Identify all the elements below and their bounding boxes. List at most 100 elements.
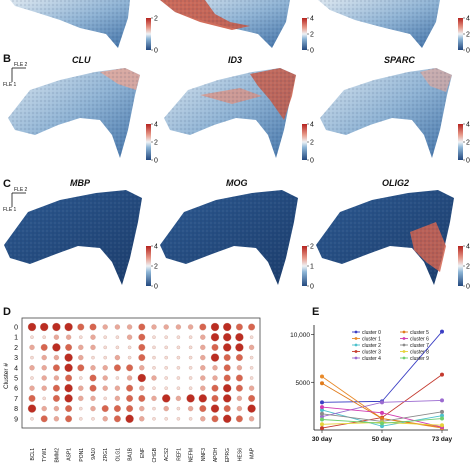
dot-mark bbox=[152, 335, 156, 339]
dot-mark bbox=[138, 323, 146, 331]
x-tick-label: 30 day bbox=[312, 436, 333, 443]
dot-mark bbox=[126, 334, 133, 340]
fle-y-label-c: FLE 1 bbox=[3, 207, 17, 213]
gene-column-label: ZRG1 bbox=[103, 448, 109, 462]
dot-mark bbox=[139, 385, 145, 391]
dot-mark bbox=[223, 374, 231, 382]
dot-mark bbox=[139, 365, 145, 371]
dot-mark bbox=[188, 376, 193, 380]
dot-mark bbox=[198, 394, 207, 403]
gene-column-label: TYW1 bbox=[42, 448, 48, 462]
legend-label: cluster 2 bbox=[362, 343, 381, 349]
legend-marker bbox=[402, 343, 406, 347]
legend-marker bbox=[354, 343, 358, 347]
dot-mark bbox=[212, 365, 218, 371]
colorbar-tick-label: 0 bbox=[154, 284, 158, 291]
dot-mark bbox=[210, 353, 220, 362]
dot-mark bbox=[41, 385, 47, 391]
series-point bbox=[320, 407, 324, 412]
dot-mark bbox=[235, 374, 243, 382]
dot-mark bbox=[115, 335, 120, 339]
dot-mark bbox=[210, 404, 220, 413]
colorbar-tick-label: 4 bbox=[154, 122, 158, 129]
gene-label-id3: ID3 bbox=[228, 55, 242, 65]
colorbar-tick-label: 2 bbox=[466, 32, 470, 39]
dot-mark bbox=[126, 375, 133, 381]
dot-mark bbox=[138, 333, 146, 341]
legend-label: cluster 0 bbox=[362, 330, 381, 336]
dot-mark bbox=[113, 415, 121, 423]
dot-mark bbox=[64, 322, 73, 332]
dot-mark bbox=[138, 354, 146, 362]
dot-mark bbox=[29, 385, 35, 391]
dot-mark bbox=[91, 355, 95, 360]
fle-x-label: FLE 2 bbox=[14, 62, 28, 68]
series-point bbox=[440, 398, 444, 403]
dot-mark bbox=[102, 365, 108, 371]
dot-mark bbox=[90, 405, 96, 412]
dot-mark bbox=[164, 355, 168, 360]
dot-mark bbox=[115, 376, 120, 380]
dot-mark bbox=[249, 376, 254, 380]
series-point bbox=[320, 405, 324, 410]
y-tick-label: 10,000 bbox=[290, 332, 310, 339]
dot-mark bbox=[52, 384, 60, 392]
series-point bbox=[320, 374, 324, 379]
fle-axes-c: FLE 2 FLE 1 bbox=[3, 187, 28, 213]
dot-mark bbox=[53, 416, 60, 422]
dot-mark bbox=[249, 355, 254, 360]
dot-mark bbox=[30, 376, 34, 380]
colorbar-b1 bbox=[146, 124, 151, 160]
colorbar-tick-label: 4 bbox=[466, 16, 470, 23]
colorbar-tick-label: 0 bbox=[466, 284, 470, 291]
dot-mark bbox=[175, 324, 182, 330]
dot-mark bbox=[127, 355, 132, 360]
legend-label: cluster 8 bbox=[410, 349, 429, 355]
x-tick-label: 50 day bbox=[372, 436, 393, 443]
legend-marker bbox=[354, 350, 358, 353]
dot-mark bbox=[78, 385, 84, 391]
dot-mark bbox=[235, 354, 243, 362]
dot-mark bbox=[27, 322, 37, 332]
colorbar-tick-label: 2 bbox=[154, 140, 158, 147]
gene-label-mog: MOG bbox=[226, 178, 248, 188]
dot-mark bbox=[187, 405, 194, 412]
dot-mark bbox=[127, 345, 132, 350]
dotplot-row-labels: 0 1 2 3 4 5 6 7 8 9 bbox=[14, 325, 18, 424]
dot-mark bbox=[249, 366, 254, 370]
dot-mark bbox=[211, 343, 219, 351]
dot-mark bbox=[188, 345, 193, 350]
series-point bbox=[320, 411, 324, 416]
colorbar-tick-label: 0 bbox=[310, 48, 314, 55]
fle-plot-clu bbox=[8, 68, 140, 158]
dot-mark bbox=[188, 366, 193, 370]
gene-label-mbp: MBP bbox=[70, 178, 91, 188]
dot-mark bbox=[248, 323, 256, 331]
dot-mark bbox=[89, 323, 97, 331]
dot-mark bbox=[200, 375, 206, 381]
dot-mark bbox=[89, 374, 97, 382]
gene-column-label: PON1 bbox=[79, 448, 85, 462]
legend-label: cluster 9 bbox=[410, 356, 429, 362]
dot-mark bbox=[53, 375, 60, 381]
dot-mark bbox=[103, 335, 107, 339]
dot-mark bbox=[235, 333, 244, 342]
dot-mark bbox=[64, 394, 73, 403]
series-point bbox=[320, 417, 324, 422]
dot-mark bbox=[248, 416, 255, 422]
colorbars: 2 0 4 2 0 4 2 0 4 2 0 4 2 0 4 2 0 4 2 0 2 1 0 4 2 0 bbox=[146, 16, 470, 291]
fle-plot-id3 bbox=[164, 68, 296, 158]
dot-mark bbox=[175, 395, 182, 402]
gene-column-label: REF1 bbox=[176, 448, 182, 461]
dot-mark bbox=[188, 386, 193, 390]
dot-mark bbox=[102, 324, 108, 330]
dot-mark bbox=[126, 384, 134, 392]
fle-axes-b: FLE 2 FLE 1 bbox=[3, 62, 28, 88]
dot-mark bbox=[200, 385, 206, 391]
dot-mark bbox=[236, 395, 243, 402]
dot-mark bbox=[64, 384, 73, 393]
colorbar-tick-label: 2 bbox=[466, 140, 470, 147]
dot-mark bbox=[65, 405, 73, 413]
dotplot-gene-labels: BCL1 TYW1 BMM2 ASP1 PON1 9A10 ZRG1 OLG1 BA1B ENF C… bbox=[30, 447, 256, 462]
